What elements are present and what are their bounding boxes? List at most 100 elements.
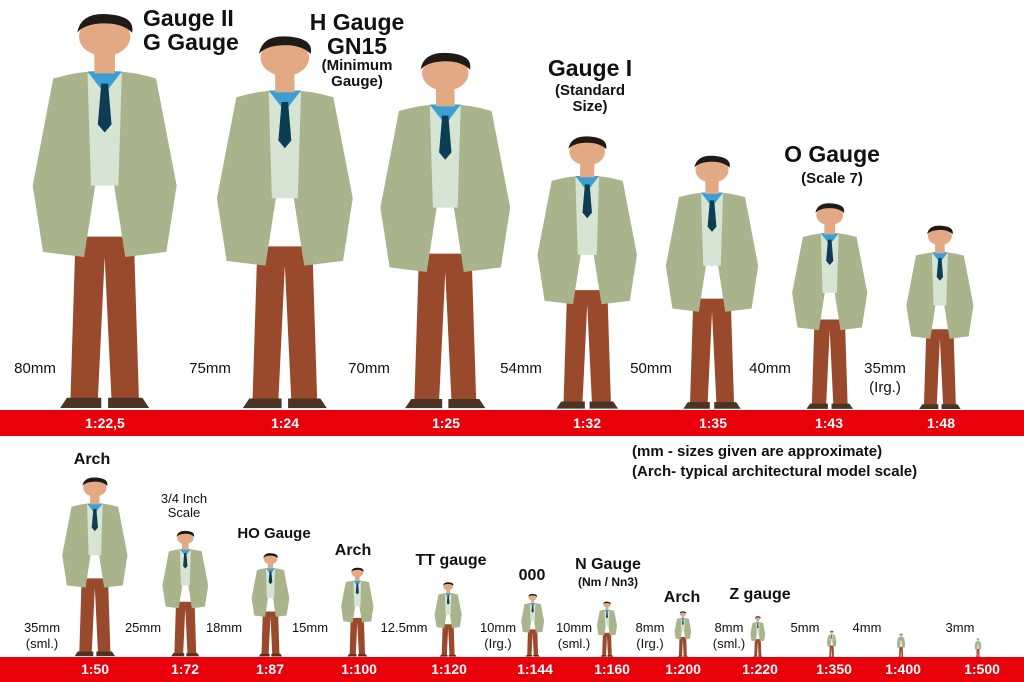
gauge-name: G Gauge (143, 29, 239, 56)
scale-figure (595, 600, 619, 657)
scale-label: 1:32 (572, 415, 602, 431)
scale-figure (158, 527, 213, 657)
scale-figure (432, 580, 464, 657)
scale-label: 1:220 (742, 661, 778, 677)
scale-figure (19, 2, 190, 410)
scale-label: 1:35 (698, 415, 728, 431)
size-value: 8mm (714, 620, 744, 635)
size-label: 15mm (291, 620, 329, 635)
scale-figure (519, 592, 546, 657)
gauge-note: Scale (167, 504, 201, 520)
gauge-name: O Gauge (784, 141, 880, 167)
size-label: 54mm (500, 360, 542, 377)
scale-label: 1:120 (431, 661, 467, 677)
scale-figure (826, 630, 837, 657)
size-label: 18mm (205, 620, 243, 635)
size-value: 35mm (864, 360, 906, 377)
scale-label: 1:144 (517, 661, 553, 677)
gauge-name: H Gauge (309, 9, 405, 35)
scale-label: 1:400 (885, 661, 921, 677)
scale-figure (749, 615, 767, 657)
scale-figure (785, 197, 874, 410)
scale-label: 1:43 (814, 415, 844, 431)
size-label: 12.5mm (380, 620, 428, 635)
scale-label: 1:22,5 (85, 415, 125, 431)
gauge-note: (Scale 7) (801, 170, 863, 188)
size-note: (sml.) (712, 636, 746, 652)
scale-figure (900, 220, 980, 410)
scale-figure (974, 638, 982, 657)
scale-label: 1:500 (964, 661, 1000, 677)
gauge-label: Arch (73, 451, 111, 468)
scale-label: 1:24 (270, 415, 300, 431)
gauge-note: (Standard (554, 82, 626, 100)
scale-label: 1:48 (926, 415, 956, 431)
scale-label: 1:200 (665, 661, 701, 677)
gauge-label: H Gauge GN15 (Minimum Gauge) (310, 10, 405, 90)
scale-figure (528, 128, 646, 410)
top-scale-bar (0, 410, 1024, 436)
gauge-note: Gauge) (331, 73, 383, 91)
gauge-name: 3/4 Inch (160, 491, 208, 506)
size-label: 5mm (790, 620, 820, 635)
scale-figure (338, 565, 377, 657)
size-label: 10mm (sml.) (556, 620, 592, 653)
size-note: (Irg.) (636, 636, 664, 652)
scale-figure (896, 633, 906, 657)
size-label: 75mm (189, 360, 231, 377)
size-label: 10mm (Irg.) (480, 620, 516, 653)
size-value: 10mm (555, 620, 593, 635)
scale-label: 1:25 (431, 415, 461, 431)
gauge-label: O Gauge (Scale 7) (784, 142, 880, 187)
size-label: 25mm (124, 620, 162, 635)
size-label: 70mm (348, 360, 390, 377)
gauge-label: N Gauge (Nm / Nn3) (575, 556, 641, 589)
gauge-name: GN15 (326, 33, 388, 60)
gauge-label: Arch (663, 589, 701, 606)
scale-label: 1:100 (341, 661, 377, 677)
size-note: (sml.) (25, 636, 59, 652)
scale-figure (248, 550, 293, 657)
size-note: (Irg.) (484, 636, 512, 652)
scale-figure (368, 42, 523, 410)
note-line: (mm - sizes given are approximate) (632, 443, 883, 460)
gauge-note: Size) (572, 97, 608, 115)
gauge-label: Arch (334, 542, 372, 559)
gauge-label: 000 (518, 567, 546, 584)
note-line: (Arch- typical architectural model scale… (632, 462, 918, 480)
size-label: 4mm (852, 620, 882, 635)
size-label: 40mm (749, 360, 791, 377)
scale-figure (657, 148, 767, 410)
size-note: (sml.) (557, 636, 591, 652)
scale-label: 1:350 (816, 661, 852, 677)
gauge-label: TT gauge (415, 552, 487, 569)
gauge-label: Gauge I (Standard Size) (548, 56, 632, 115)
size-value: 8mm (635, 620, 665, 635)
size-label: 35mm (sml.) (24, 620, 60, 653)
size-label: 35mm (Irg.) (864, 360, 906, 398)
gauge-note: (Minimum (321, 57, 393, 75)
size-label: 3mm (945, 620, 975, 635)
gauge-label: 3/4 Inch Scale (161, 492, 207, 519)
gauge-name: Gauge I (547, 55, 633, 81)
gauge-label: HO Gauge (237, 525, 311, 542)
bottom-scale-bar (0, 657, 1024, 682)
notes: (mm - sizes given are approximate) (Arch-… (632, 442, 917, 481)
size-label: 8mm (sml.) (713, 620, 746, 653)
size-value: 10mm (479, 620, 517, 635)
gauge-name: N Gauge (575, 556, 641, 573)
size-note: (Irg.) (869, 378, 901, 396)
scale-label: 1:72 (170, 661, 200, 677)
gauge-label: Gauge II G Gauge (143, 6, 239, 54)
gauge-note: (Nm / Nn3) (577, 574, 638, 589)
gauge-label: Z gauge (729, 586, 791, 603)
gauge-name: Gauge II (143, 5, 234, 31)
size-value: 35mm (23, 620, 61, 635)
scale-label: 1:87 (255, 661, 285, 677)
scale-figure (204, 25, 366, 410)
size-label: 8mm (Irg.) (636, 620, 665, 653)
scale-label: 1:160 (594, 661, 630, 677)
size-label: 80mm (14, 360, 56, 377)
size-label: 50mm (630, 360, 672, 377)
scale-figure (673, 610, 693, 657)
